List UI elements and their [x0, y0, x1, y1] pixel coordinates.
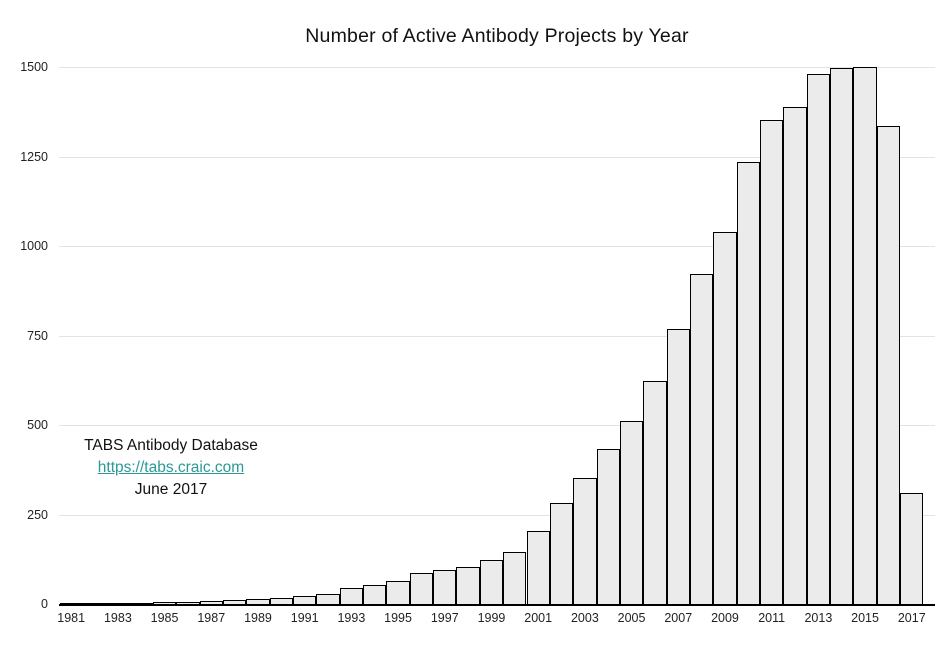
x-tick-label-2015: 2015 [851, 611, 879, 625]
source-link[interactable]: https://tabs.craic.com [97, 459, 245, 476]
bar-1992 [316, 593, 340, 604]
source-name: TABS Antibody Database [84, 437, 258, 454]
x-tick-label-1985: 1985 [150, 611, 179, 625]
bar-2014 [830, 68, 854, 604]
x-tick-label-1991: 1991 [290, 611, 319, 625]
bar-2002 [549, 503, 574, 604]
bar-1985 [152, 602, 177, 604]
x-tick-label-2009: 2009 [711, 611, 739, 625]
bar-2015 [853, 67, 877, 604]
bar-2009 [713, 231, 737, 604]
y-tick-label-250: 250 [27, 507, 48, 522]
source-date: June 2017 [134, 481, 208, 498]
source-annotation: TABS Antibody Database https://tabs.crai… [62, 435, 280, 501]
x-tick-label-2013: 2013 [804, 611, 833, 625]
y-tick-label-1000: 1000 [20, 239, 48, 253]
gridline-250 [59, 514, 935, 516]
x-tick-label-1995: 1995 [384, 611, 412, 625]
gridline-1000 [59, 246, 935, 247]
bar-1998 [456, 566, 480, 604]
bar-1988 [222, 600, 247, 604]
chart-title: Number of Active Antibody Projects by Ye… [305, 25, 689, 47]
y-tick-label-500: 500 [27, 418, 48, 432]
x-tick-label-1997: 1997 [430, 611, 459, 625]
bar-2016 [876, 126, 901, 604]
bar-2012 [783, 107, 807, 604]
x-tick-label-1993: 1993 [337, 611, 366, 625]
x-tick-label-1987: 1987 [197, 611, 226, 625]
bar-1996 [409, 572, 434, 604]
gridline-500 [59, 425, 935, 426]
bar-2000 [503, 552, 527, 604]
x-tick-label-1981: 1981 [57, 611, 86, 625]
y-tick-label-750: 750 [27, 328, 48, 343]
x-tick-label-1989: 1989 [244, 611, 272, 625]
bar-1991 [293, 596, 317, 604]
bar-1994 [363, 585, 387, 604]
bar-2011 [760, 119, 784, 604]
x-tick-label-2001: 2001 [524, 611, 553, 625]
bar-1986 [176, 601, 200, 604]
bar-2007 [666, 329, 690, 604]
bar-1999 [479, 559, 504, 604]
bar-2017 [900, 493, 924, 604]
x-tick-label-1983: 1983 [103, 611, 132, 625]
bar-2003 [573, 477, 597, 604]
x-tick-label-2003: 2003 [570, 611, 599, 625]
gridline-750 [59, 335, 935, 337]
plot-area [59, 67, 935, 604]
bar-1984 [129, 602, 153, 604]
bar-1997 [433, 570, 457, 604]
x-tick-label-2017: 2017 [897, 611, 926, 625]
y-tick-label-1500: 1500 [20, 60, 48, 74]
y-tick-label-0: 0 [41, 597, 48, 611]
bar-2005 [619, 421, 644, 604]
gridline-1250 [59, 156, 935, 158]
bar-2004 [596, 448, 620, 604]
bar-2006 [643, 380, 667, 604]
bar-2001 [526, 531, 550, 604]
bar-2008 [689, 274, 714, 604]
x-axis-line [59, 603, 935, 606]
gridline-1500 [59, 67, 935, 68]
x-tick-label-2011: 2011 [758, 611, 786, 625]
bar-2013 [806, 74, 831, 604]
bar-1993 [339, 587, 364, 604]
bar-1987 [199, 601, 223, 604]
bar-1990 [269, 598, 293, 604]
x-tick-label-1999: 1999 [477, 611, 506, 625]
x-tick-label-2005: 2005 [617, 611, 646, 625]
bar-1995 [386, 581, 410, 604]
bar-2010 [736, 161, 760, 604]
bar-1989 [246, 598, 270, 604]
y-tick-label-1250: 1250 [20, 149, 48, 164]
x-tick-label-2007: 2007 [664, 611, 693, 625]
